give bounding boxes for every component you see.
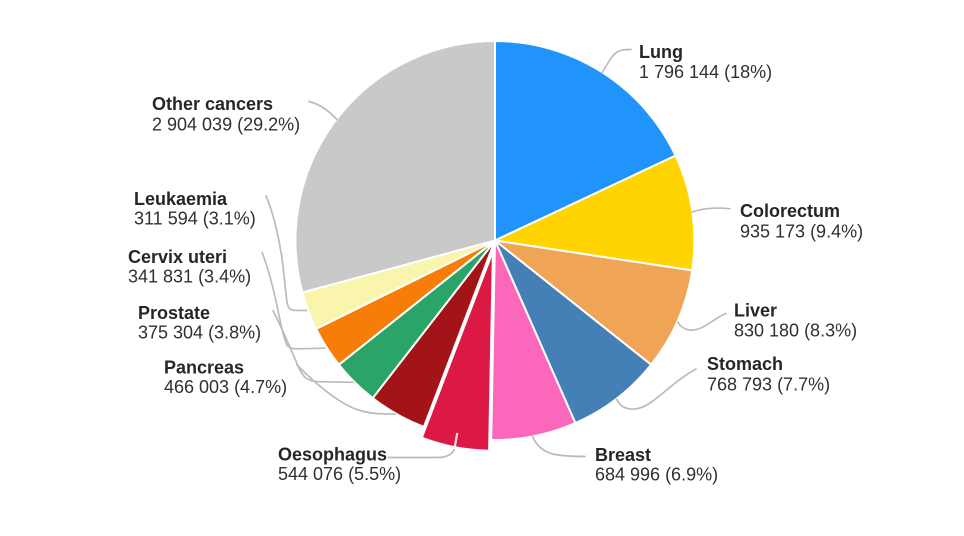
svg-text:Leukaemia: Leukaemia	[134, 189, 228, 209]
svg-text:Colorectum: Colorectum	[740, 201, 840, 221]
svg-text:Other cancers: Other cancers	[152, 94, 273, 114]
svg-text:1 796 144 (18%): 1 796 144 (18%)	[639, 62, 772, 82]
svg-text:2 904 039 (29.2%): 2 904 039 (29.2%)	[152, 115, 300, 135]
svg-text:Breast: Breast	[595, 445, 651, 465]
svg-text:466 003 (4.7%): 466 003 (4.7%)	[164, 377, 287, 397]
svg-text:684 996 (6.9%): 684 996 (6.9%)	[595, 465, 718, 485]
svg-text:Lung: Lung	[639, 42, 683, 62]
svg-text:375 304 (3.8%): 375 304 (3.8%)	[138, 323, 261, 343]
svg-text:768 793 (7.7%): 768 793 (7.7%)	[707, 375, 830, 395]
svg-text:935 173 (9.4%): 935 173 (9.4%)	[740, 222, 863, 242]
svg-text:311 594 (3.1%): 311 594 (3.1%)	[134, 209, 256, 229]
svg-text:830 180 (8.3%): 830 180 (8.3%)	[734, 321, 857, 341]
svg-text:341 831 (3.4%): 341 831 (3.4%)	[128, 267, 251, 287]
svg-text:Stomach: Stomach	[707, 354, 783, 374]
svg-text:Pancreas: Pancreas	[164, 358, 244, 378]
svg-text:544 076 (5.5%): 544 076 (5.5%)	[278, 464, 401, 484]
svg-text:Oesophagus: Oesophagus	[278, 445, 387, 465]
svg-text:Cervix uteri: Cervix uteri	[128, 247, 227, 267]
svg-text:Prostate: Prostate	[138, 303, 210, 323]
svg-text:Liver: Liver	[734, 301, 777, 321]
